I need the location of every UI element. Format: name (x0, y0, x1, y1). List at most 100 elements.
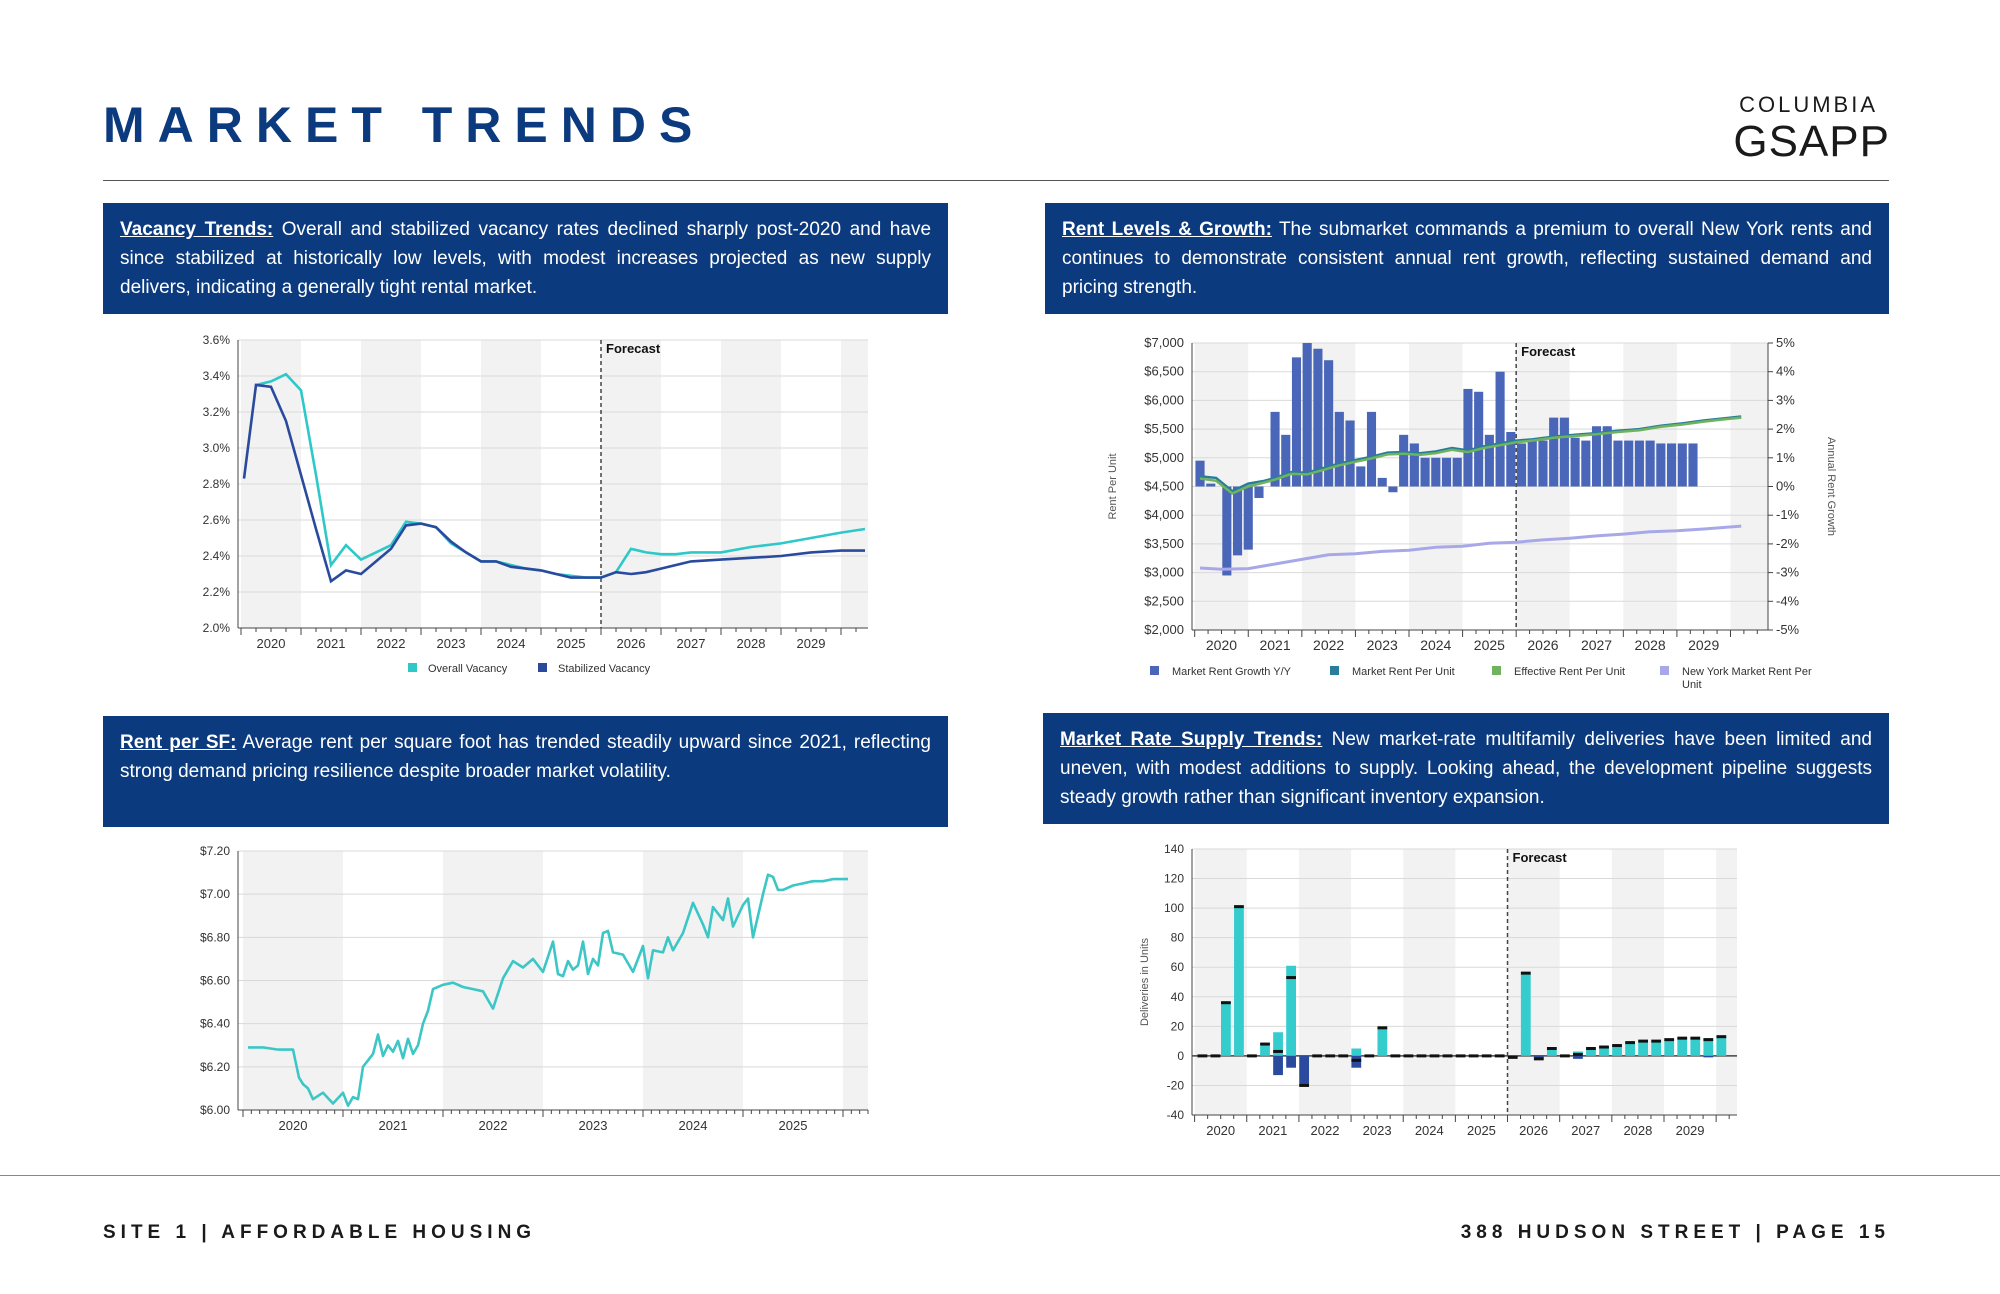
delivery-bar (1351, 1048, 1362, 1056)
x-tick-label: 2029 (797, 636, 826, 651)
x-tick-label: 2022 (1311, 1123, 1340, 1138)
x-tick-label: 2024 (497, 636, 526, 651)
y2-tick-label: 3% (1776, 392, 1795, 407)
growth-bar (1495, 371, 1505, 487)
demolition-bar (1286, 1055, 1296, 1068)
growth-bar (1656, 443, 1666, 487)
delivery-bar (1651, 1041, 1662, 1056)
growth-bar (1313, 348, 1323, 487)
year-band (1611, 849, 1664, 1115)
growth-bar (1270, 411, 1280, 487)
y2-axis-title: Annual Rent Growth (1825, 437, 1837, 536)
x-tick-label: 2020 (279, 1118, 308, 1133)
net-marker (1286, 976, 1296, 980)
legend-label: Overall Vacancy (428, 663, 508, 675)
delivery-bar (1586, 1048, 1596, 1056)
net-marker (1625, 1041, 1635, 1045)
year-band (1716, 849, 1737, 1115)
net-marker (1338, 1054, 1349, 1058)
y-tick-label: $6,000 (1144, 392, 1184, 407)
vacancy-trends-heading: Vacancy Trends: (120, 219, 274, 240)
net-marker (1299, 1083, 1310, 1087)
y-tick-label: 2.8% (203, 477, 231, 491)
growth-bar (1527, 440, 1537, 487)
legend-swatch (1330, 666, 1339, 675)
x-tick-label: 2028 (1623, 1123, 1652, 1138)
x-tick-label: 2028 (1635, 637, 1666, 653)
x-tick-label: 2022 (1313, 637, 1344, 653)
demolition-bar (1573, 1055, 1583, 1059)
y-tick-label: 2.4% (203, 549, 231, 563)
delivery-bar (1234, 906, 1244, 1056)
growth-bar (1666, 443, 1677, 487)
growth-bar (1613, 440, 1623, 487)
legend-label: Unit (1682, 679, 1702, 691)
x-tick-label: 2023 (437, 636, 466, 651)
x-tick-label: 2029 (1676, 1123, 1705, 1138)
y2-tick-label: -1% (1776, 507, 1800, 522)
vacancy-trends-box: Vacancy Trends: Overall and stabilized v… (103, 203, 948, 314)
series-line-stabilized-vacancy (242, 383, 865, 584)
y2-tick-label: -4% (1776, 593, 1800, 608)
legend-label: New York Market Rent Per (1682, 666, 1812, 678)
x-tick-label: 2023 (1363, 1123, 1392, 1138)
x-tick-label: 2027 (1571, 1123, 1600, 1138)
net-marker (1390, 1054, 1401, 1058)
growth-bar (1591, 426, 1602, 487)
rent-levels-text: The submarket commands a premium to over… (1062, 219, 1872, 298)
y2-tick-label: 0% (1776, 479, 1795, 494)
y-tick-label: 40 (1171, 990, 1185, 1004)
delivery-bar (1221, 1002, 1231, 1056)
x-tick-label: 2024 (1415, 1123, 1444, 1138)
net-marker (1481, 1054, 1492, 1058)
y-tick-label: 3.4% (203, 369, 231, 383)
columbia-gsapp-logo: COLUMBIA GSAPP (1733, 92, 1890, 164)
growth-bar (1334, 411, 1344, 487)
y-axis-title: Deliveries in Units (1139, 937, 1151, 1026)
x-tick-label: 2020 (1206, 1123, 1235, 1138)
net-marker (1560, 1054, 1570, 1058)
growth-bar (1549, 417, 1559, 487)
y-tick-label: $6.80 (200, 930, 230, 944)
net-marker (1468, 1054, 1479, 1058)
x-tick-label: 2020 (1206, 637, 1237, 653)
legend-swatch (1150, 666, 1159, 675)
y-tick-label: 3.0% (203, 441, 231, 455)
series-line-rent-per-sf (248, 873, 848, 1107)
delivery-bar (1690, 1038, 1701, 1056)
growth-bar (1420, 457, 1430, 487)
growth-bar (1206, 483, 1216, 487)
growth-bar (1356, 466, 1366, 487)
net-marker (1377, 1026, 1388, 1030)
supply-trends-text: New market-rate multifamily deliveries h… (1060, 729, 1873, 808)
legend-label: Stabilized Vacancy (558, 663, 651, 675)
growth-bar (1302, 343, 1312, 487)
series-line-effective-rent (1199, 416, 1742, 495)
growth-bar (1222, 486, 1232, 576)
footer-divider (0, 1175, 2000, 1176)
x-tick-label: 2020 (257, 636, 286, 651)
y-tick-label: 2.0% (203, 621, 231, 635)
vacancy-chart: 2.0% 2.2% 2.4% 2.6% 2.8% 3.0% 3.2% 3.4% 3.6% 2020… (203, 333, 868, 675)
y-tick-label: $3,500 (1144, 536, 1184, 551)
net-marker (1260, 1042, 1270, 1046)
growth-bar (1602, 426, 1612, 487)
y2-tick-label: -2% (1776, 536, 1800, 551)
delivery-bar (1625, 1042, 1635, 1056)
x-tick-label: 2021 (1258, 1123, 1287, 1138)
y-tick-label: 0 (1177, 1049, 1184, 1063)
y-tick-label: $5,000 (1144, 450, 1184, 465)
growth-bar (1538, 440, 1548, 487)
net-marker (1364, 1054, 1375, 1058)
legend-label: Effective Rent Per Unit (1514, 666, 1625, 678)
growth-bar (1452, 457, 1462, 487)
net-marker (1247, 1054, 1257, 1058)
y-tick-label: 100 (1164, 901, 1184, 915)
x-tick-label: 2024 (679, 1118, 708, 1133)
growth-bar (1634, 440, 1644, 487)
net-marker (1494, 1054, 1505, 1058)
delivery-bar (1260, 1044, 1270, 1056)
y-tick-label: 140 (1164, 842, 1184, 856)
delivery-bar (1273, 1032, 1283, 1056)
y-tick-label: $2,500 (1144, 593, 1184, 608)
